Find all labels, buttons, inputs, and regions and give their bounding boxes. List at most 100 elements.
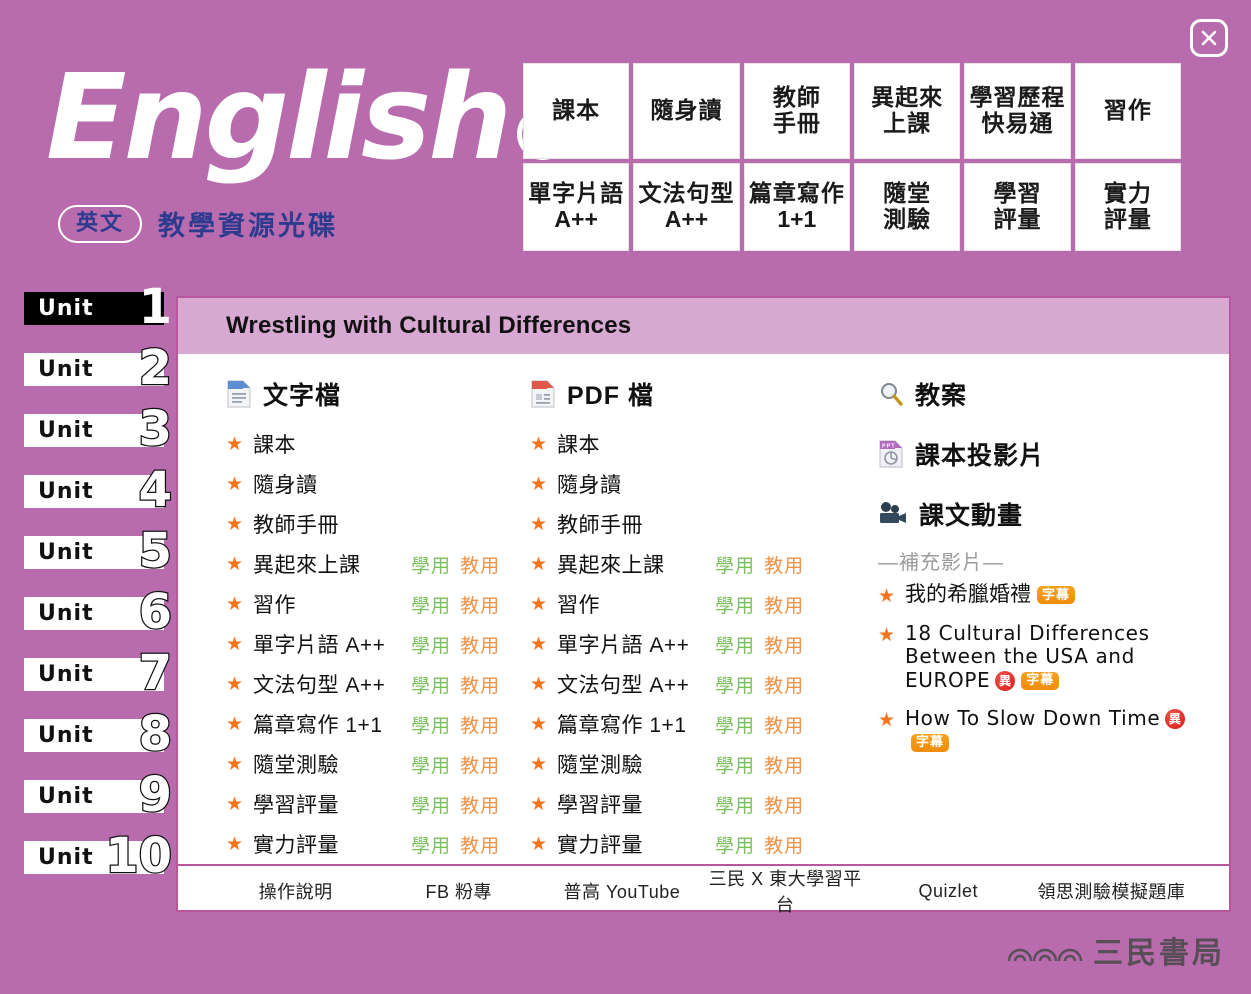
teacher-version-link[interactable]: 教用 [460, 715, 501, 737]
student-version-link[interactable]: 學用 [715, 595, 756, 617]
top-nav-button-6[interactable]: 習作 [1074, 63, 1181, 159]
footer-link-2[interactable]: FB 粉專 [425, 882, 493, 902]
supplement-video-item[interactable]: ★ 我的希臘婚禮 字幕 [878, 583, 1229, 608]
teacher-version-link[interactable]: 教用 [764, 675, 805, 697]
doc-row[interactable]: ★ 學習評量 學用 教用 [226, 784, 508, 824]
supplement-video-item[interactable]: ★ How To Slow Down Time 異字幕 [878, 706, 1229, 754]
subtitle-badge[interactable]: 字幕 [1037, 586, 1076, 605]
yi-badge[interactable]: 異 [1165, 709, 1186, 730]
teacher-version-link[interactable]: 教用 [460, 595, 501, 617]
pdf-row[interactable]: ★ 單字片語 A++ 學用 教用 [530, 624, 838, 664]
teacher-version-link[interactable]: 教用 [460, 675, 501, 697]
panel-header: Wrestling with Cultural Differences [178, 298, 1229, 354]
pdf-row[interactable]: ★ 習作 學用 教用 [530, 584, 838, 624]
sidebar-item-unit-10[interactable]: Unit 10 [24, 831, 173, 881]
pdf-row[interactable]: ★ 教師手冊 [530, 504, 838, 544]
teacher-version-link[interactable]: 教用 [764, 715, 805, 737]
pdf-row[interactable]: ★ 異起來上課 學用 教用 [530, 544, 838, 584]
yi-badge[interactable]: 異 [995, 671, 1016, 692]
animation-item[interactable]: 課文動畫 [878, 496, 1229, 532]
top-nav-button-7[interactable]: 單字片語 A++ [523, 163, 630, 251]
top-nav-button-1[interactable]: 課本 [523, 63, 630, 159]
top-nav-button-8[interactable]: 文法句型 A++ [633, 163, 740, 251]
teacher-version-link[interactable]: 教用 [460, 795, 501, 817]
doc-row[interactable]: ★ 教師手冊 [226, 504, 508, 544]
footer-link-3[interactable]: 普高 YouTube [563, 882, 681, 902]
student-version-link[interactable]: 學用 [411, 635, 452, 657]
sidebar-item-unit-4[interactable]: Unit 4 [24, 465, 173, 515]
student-version-link[interactable]: 學用 [411, 595, 452, 617]
teacher-version-link[interactable]: 教用 [460, 555, 501, 577]
teacher-version-link[interactable]: 教用 [764, 555, 805, 577]
pdf-row[interactable]: ★ 隨堂測驗 學用 教用 [530, 744, 838, 784]
footer-link-5[interactable]: Quizlet [918, 880, 979, 901]
close-icon[interactable] [1190, 19, 1228, 57]
sidebar-item-unit-5[interactable]: Unit 5 [24, 526, 173, 576]
student-version-link[interactable]: 學用 [715, 795, 756, 817]
supplement-video-item[interactable]: ★ 18 Cultural Differences Between the USA… [878, 621, 1229, 693]
doc-row[interactable]: ★ 單字片語 A++ 學用 教用 [226, 624, 508, 664]
sidebar-item-unit-1[interactable]: Unit 1 [24, 283, 172, 331]
pdf-row[interactable]: ★ 文法句型 A++ 學用 教用 [530, 664, 838, 704]
teacher-version-link[interactable]: 教用 [764, 795, 805, 817]
top-nav-button-2[interactable]: 隨身讀 [633, 63, 740, 159]
student-version-link[interactable]: 學用 [715, 555, 756, 577]
student-version-link[interactable]: 學用 [715, 715, 756, 737]
doc-row[interactable]: ★ 異起來上課 學用 教用 [226, 544, 508, 584]
top-nav-button-3[interactable]: 教師 手冊 [743, 63, 850, 159]
top-nav-button-line1: 學習 [993, 180, 1042, 207]
student-version-link[interactable]: 學用 [411, 795, 452, 817]
student-version-link[interactable]: 學用 [715, 755, 756, 777]
sidebar-item-unit-3[interactable]: Unit 3 [24, 404, 173, 454]
teacher-version-link[interactable]: 教用 [764, 595, 805, 617]
teacher-version-link[interactable]: 教用 [764, 835, 805, 857]
sidebar-item-unit-8[interactable]: Unit 8 [24, 709, 173, 759]
slides-item[interactable]: PPT 課本投影片 [878, 436, 1229, 472]
pdf-row[interactable]: ★ 篇章寫作 1+1 學用 教用 [530, 704, 838, 744]
top-nav-button-12[interactable]: 實力 評量 [1074, 163, 1181, 251]
top-nav-button-4[interactable]: 異起來 上課 [854, 63, 961, 159]
doc-row[interactable]: ★ 篇章寫作 1+1 學用 教用 [226, 704, 508, 744]
teacher-version-link[interactable]: 教用 [460, 755, 501, 777]
student-version-link[interactable]: 學用 [411, 675, 452, 697]
footer-link-1[interactable]: 操作說明 [258, 882, 333, 902]
top-nav-button-5[interactable]: 學習歷程 快易通 [964, 63, 1071, 159]
subtitle-badge[interactable]: 字幕 [911, 733, 950, 752]
pdf-row-label: 異起來上課 [557, 554, 665, 577]
student-version-link[interactable]: 學用 [411, 555, 452, 577]
student-version-link[interactable]: 學用 [715, 835, 756, 857]
top-nav-button-10[interactable]: 隨堂 測驗 [854, 163, 961, 251]
sidebar-item-unit-9[interactable]: Unit 9 [24, 770, 173, 820]
footer-link-4[interactable]: 三民 X 東大學習平台 [708, 869, 862, 915]
top-nav-button-9[interactable]: 篇章寫作 1+1 [743, 163, 850, 251]
student-version-link[interactable]: 學用 [715, 675, 756, 697]
unit-sidebar: Unit 1 Unit 2 Unit 3 Unit 4 Unit 5 Unit 6 Unit 7 Unit 8… [24, 283, 173, 902]
sidebar-item-unit-7[interactable]: Unit 7 [24, 648, 173, 698]
pdf-row[interactable]: ★ 課本 [530, 424, 838, 464]
doc-row[interactable]: ★ 隨堂測驗 學用 教用 [226, 744, 508, 784]
doc-row[interactable]: ★ 隨身讀 [226, 464, 508, 504]
pdf-row[interactable]: ★ 隨身讀 [530, 464, 838, 504]
sidebar-item-unit-6[interactable]: Unit 6 [24, 587, 173, 637]
footer-link-6[interactable]: 領思測驗模擬題庫 [1037, 882, 1186, 902]
teacher-version-link[interactable]: 教用 [460, 635, 501, 657]
student-version-link[interactable]: 學用 [411, 715, 452, 737]
doc-row[interactable]: ★ 文法句型 A++ 學用 教用 [226, 664, 508, 704]
top-nav-button-11[interactable]: 學習 評量 [964, 163, 1071, 251]
sidebar-item-unit-2[interactable]: Unit 2 [24, 343, 173, 393]
teacher-version-link[interactable]: 教用 [764, 635, 805, 657]
student-version-link[interactable]: 學用 [715, 635, 756, 657]
pdf-row[interactable]: ★ 實力評量 學用 教用 [530, 824, 838, 864]
student-version-link[interactable]: 學用 [411, 755, 452, 777]
pdf-row[interactable]: ★ 學習評量 學用 教用 [530, 784, 838, 824]
lesson-plan-item[interactable]: 教案 [878, 376, 1229, 412]
student-version-link[interactable]: 學用 [411, 835, 452, 857]
star-icon: ★ [226, 753, 244, 775]
doc-row[interactable]: ★ 實力評量 學用 教用 [226, 824, 508, 864]
column-doc-rows: ★ 課本 ★ 隨身讀 ★ 教師手冊 ★ 異起來上課 學用 教用 ★ 習作 學用 教用 ★ 單字片語 A++ 學用… [226, 424, 508, 864]
subtitle-badge[interactable]: 字幕 [1021, 672, 1060, 691]
teacher-version-link[interactable]: 教用 [764, 755, 805, 777]
teacher-version-link[interactable]: 教用 [460, 835, 501, 857]
doc-row[interactable]: ★ 課本 [226, 424, 508, 464]
doc-row[interactable]: ★ 習作 學用 教用 [226, 584, 508, 624]
